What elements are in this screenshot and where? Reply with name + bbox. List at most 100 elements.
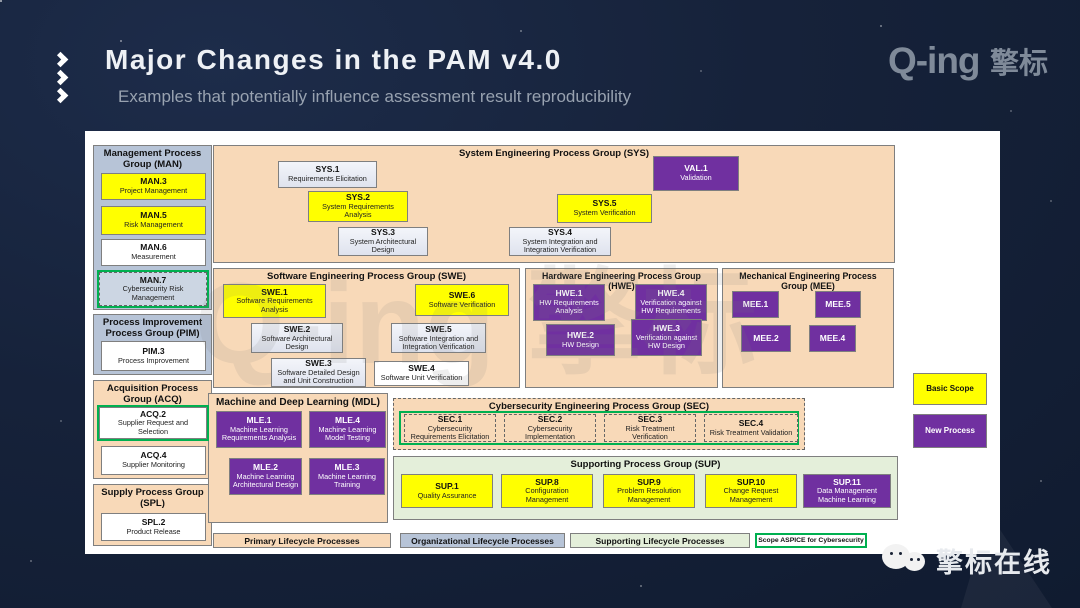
group-sys: System Engineering Process Group (SYS) S… bbox=[213, 145, 895, 263]
triple-chevron-icon bbox=[52, 51, 69, 106]
process-id: SYS.2 bbox=[345, 192, 371, 203]
process-box-val1: VAL.1 Validation bbox=[653, 156, 739, 191]
process-name: Software Requirements Analysis bbox=[236, 296, 313, 314]
process-id: MLE.3 bbox=[334, 462, 360, 473]
process-name: Cybersecurity Requirements Elicitation bbox=[410, 423, 490, 441]
process-box-pim3: PIM.3 Process Improvement bbox=[101, 341, 206, 371]
process-box-mle2: MLE.2 Machine Learning Architectural Des… bbox=[229, 458, 302, 495]
group-spl-title: Supply Process Group (SPL) bbox=[101, 487, 204, 509]
process-name: Software Integration and Integration Ver… bbox=[398, 333, 479, 351]
process-name: Problem Resolution Management bbox=[617, 486, 681, 504]
process-box-acq2: ACQ.2 Supplier Request and Selection bbox=[99, 407, 207, 439]
process-name: Software Detailed Design and Unit Constr… bbox=[277, 368, 360, 386]
logo-latin: Q-ing bbox=[887, 40, 981, 81]
group-spl: Supply Process Group (SPL) SPL.2 Product… bbox=[93, 484, 212, 546]
process-box-sec2: SEC.2 Cybersecurity Implementation bbox=[504, 414, 596, 442]
group-hwe-title: Hardware Engineering Process Group (HWE) bbox=[542, 271, 701, 291]
process-box-swe2: SWE.2 Software Architectural Design bbox=[251, 323, 343, 353]
process-box-sys3: SYS.3 System Architectural Design bbox=[338, 227, 428, 256]
process-box-mee1: MEE.1 bbox=[732, 291, 779, 318]
process-box-sup1: SUP.1 Quality Assurance bbox=[401, 474, 493, 508]
process-box-man5: MAN.5 Risk Management bbox=[101, 206, 206, 235]
process-name: System Integration and Integration Verif… bbox=[522, 237, 598, 255]
process-id: SEC.3 bbox=[637, 413, 663, 424]
process-id: SWE.2 bbox=[283, 323, 311, 334]
process-name: Supplier Monitoring bbox=[122, 460, 185, 470]
process-box-sec3: SEC.3 Risk Treatment Verification bbox=[604, 414, 696, 442]
process-box-mle4: MLE.4 Machine Learning Model Testing bbox=[309, 411, 386, 448]
process-name: Project Management bbox=[119, 186, 188, 196]
process-box-sys1: SYS.1 Requirements Elicitation bbox=[278, 161, 377, 188]
process-box-swe6: SWE.6 Software Verification bbox=[415, 284, 509, 316]
group-acq: Acquisition Process Group (ACQ) ACQ.2 Su… bbox=[93, 380, 212, 479]
process-box-sup10: SUP.10 Change Request Management bbox=[705, 474, 797, 508]
group-pim: Process Improvement Process Group (PIM) … bbox=[93, 314, 212, 375]
process-name: Verification against HW Design bbox=[635, 332, 698, 351]
process-box-swe1: SWE.1 Software Requirements Analysis bbox=[223, 284, 326, 318]
process-id: SWE.1 bbox=[261, 286, 288, 297]
process-name: System Architectural Design bbox=[349, 237, 417, 255]
process-name: Change Request Management bbox=[723, 486, 779, 504]
process-name: System Verification bbox=[573, 208, 636, 218]
process-id: SUP.10 bbox=[736, 476, 766, 487]
process-id: HWE.1 bbox=[555, 288, 583, 299]
process-name: Cybersecurity Risk Management bbox=[122, 284, 184, 302]
process-box-acq2-highlight: ACQ.2 Supplier Request and Selection bbox=[97, 405, 209, 441]
process-id: SPL.2 bbox=[141, 516, 166, 527]
process-id: SYS.4 bbox=[547, 227, 573, 238]
legend-primary-lifecycle: Primary Lifecycle Processes bbox=[213, 533, 391, 548]
group-swe-title: Software Engineering Process Group (SWE) bbox=[266, 271, 466, 282]
process-id: PIM.3 bbox=[142, 345, 165, 356]
process-box-mee5: MEE.5 bbox=[815, 291, 861, 318]
process-name: System Requirements Analysis bbox=[322, 201, 394, 220]
process-box-spl2: SPL.2 Product Release bbox=[101, 513, 206, 541]
process-box-man6: MAN.6 Measurement bbox=[101, 239, 206, 266]
process-name: Risk Management bbox=[124, 220, 183, 230]
process-box-hwe4: HWE.4 Verification against HW Requiremen… bbox=[635, 284, 707, 321]
process-name: Risk Treatment Verification bbox=[625, 423, 675, 441]
process-box-man7-highlight: MAN.7 Cybersecurity Risk Management bbox=[97, 270, 209, 308]
process-id: HWE.3 bbox=[653, 323, 680, 334]
process-box-acq4: ACQ.4 Supplier Monitoring bbox=[101, 446, 206, 475]
process-name: Machine Learning Architectural Design bbox=[232, 471, 299, 490]
process-id: SEC.1 bbox=[437, 413, 463, 424]
process-id: SWE.5 bbox=[425, 323, 452, 334]
group-sup: Supporting Process Group (SUP) SUP.1 Qua… bbox=[393, 456, 898, 520]
process-id: MLE.2 bbox=[252, 462, 279, 473]
starfield-background bbox=[0, 0, 2, 2]
process-box-hwe1: HWE.1 HW Requirements Analysis bbox=[533, 284, 605, 321]
process-box-sys2: SYS.2 System Requirements Analysis bbox=[308, 191, 408, 222]
process-name: Product Release bbox=[126, 526, 181, 536]
process-id: HWE.4 bbox=[657, 288, 685, 299]
legend-label: Basic Scope bbox=[926, 384, 974, 394]
sec-scope-highlight bbox=[399, 411, 799, 445]
group-swe: Software Engineering Process Group (SWE)… bbox=[213, 268, 520, 388]
group-acq-title: Acquisition Process Group (ACQ) bbox=[106, 383, 199, 405]
process-box-man3: MAN.3 Project Management bbox=[101, 173, 206, 200]
page-subtitle: Examples that potentially influence asse… bbox=[118, 87, 632, 106]
process-id: SUP.9 bbox=[637, 476, 661, 487]
process-id: SUP.11 bbox=[833, 476, 861, 487]
process-box-man7: MAN.7 Cybersecurity Risk Management bbox=[99, 272, 207, 306]
page-title: Major Changes in the PAM v4.0 bbox=[105, 44, 562, 75]
process-model-diagram: Q-ing 擎标 Management Process Group (MAN) … bbox=[85, 131, 1000, 554]
process-id: MEE.1 bbox=[742, 298, 769, 309]
process-box-hwe3: HWE.3 Verification against HW Design bbox=[631, 319, 702, 356]
process-id: MAN.6 bbox=[140, 242, 167, 253]
process-box-sys5: SYS.5 System Verification bbox=[557, 194, 652, 223]
wechat-icon bbox=[882, 540, 928, 580]
group-sec: Cybersecurity Engineering Process Group … bbox=[393, 398, 805, 450]
process-name: Cybersecurity Implementation bbox=[525, 423, 575, 441]
process-id: MEE.2 bbox=[753, 332, 779, 343]
process-id: MEE.4 bbox=[819, 332, 846, 343]
process-id: SUP.1 bbox=[435, 480, 459, 491]
process-name: Verification against HW Requirements bbox=[640, 297, 702, 316]
legend-new-process: New Process bbox=[913, 414, 987, 448]
process-id: MAN.3 bbox=[140, 176, 167, 187]
process-name: Supplier Request and Selection bbox=[117, 418, 189, 436]
wechat-account-name: 擎标在线 bbox=[936, 547, 1052, 578]
legend-scope-aspice-cybersecurity: Scope ASPICE for Cybersecurity bbox=[755, 533, 867, 548]
wechat-footer: 擎标在线 bbox=[882, 540, 1052, 580]
group-hwe: Hardware Engineering Process Group (HWE)… bbox=[525, 268, 718, 388]
legend-organizational-lifecycle: Organizational Lifecycle Processes bbox=[400, 533, 565, 548]
